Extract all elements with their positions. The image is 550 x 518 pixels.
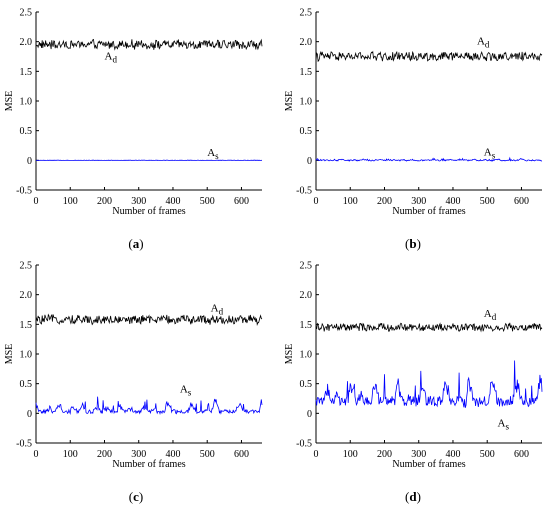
series-label-as: As [180,384,192,398]
x-tick-label: 200 [377,449,392,460]
y-tick-label: 1.5 [300,67,313,78]
series-label-ad: Ad [484,308,497,322]
x-tick-label: 500 [200,449,215,460]
x-tick-label: 100 [63,196,78,207]
panel-caption: (a) [128,236,143,251]
y-tick-label: 1.5 [20,320,33,331]
panel-caption: (d) [405,489,421,504]
series-label-as: As [484,147,496,161]
series-line-ad [315,322,543,333]
y-tick-label: 2.0 [20,290,33,301]
y-axis-label: MSE [4,344,15,365]
x-tick-label: 400 [165,196,180,207]
x-tick-label: 600 [514,449,529,460]
series-line-as [35,396,263,416]
x-axis-label: Number of frames [392,206,465,217]
y-tick-label: 0.5 [20,379,33,390]
y-tick-label: -0.5 [16,439,32,450]
x-tick-label: 600 [234,449,249,460]
y-tick-label: 0 [27,156,32,167]
x-tick-label: 0 [314,449,319,460]
x-tick-label: 400 [165,449,180,460]
y-tick-label: 2.5 [20,261,33,272]
y-axis-label: MSE [284,344,295,365]
x-tick-label: 500 [200,196,215,207]
y-tick-label: 2.0 [300,290,313,301]
y-tick-label: 1.5 [300,320,313,331]
x-tick-label: 300 [411,449,426,460]
x-tick-label: 100 [63,449,78,460]
x-tick-label: 300 [131,196,146,207]
x-tick-label: 400 [445,196,460,207]
x-tick-label: 500 [480,449,495,460]
series-label-ad: Ad [104,50,117,64]
x-axis-label: Number of frames [112,459,185,470]
series-label-ad: Ad [477,36,490,50]
series-label-as: As [207,147,219,161]
y-axis-label: MSE [284,91,295,112]
x-tick-label: 300 [131,449,146,460]
series-line-ad [35,38,263,51]
y-tick-label: 0.5 [300,126,313,137]
series-line-ad [35,313,263,326]
y-tick-label: 2.5 [300,261,313,272]
chart-panel-a: -0.500.51.01.52.02.50 100 200 300 400 500 600N… [4,8,263,251]
x-tick-label: 400 [445,449,460,460]
x-axis-label: Number of frames [112,206,185,217]
y-tick-label: 2.5 [300,8,313,19]
y-tick-label: 2.0 [20,37,33,48]
y-tick-label: 1.5 [20,67,33,78]
x-tick-label: 100 [343,196,358,207]
x-tick-label: 600 [514,196,529,207]
series-label-ad: Ad [211,302,224,316]
x-tick-label: 200 [97,196,112,207]
x-tick-label: 200 [377,196,392,207]
panel-caption: (b) [405,236,421,251]
y-tick-label: 2.5 [20,8,33,19]
panel-caption: (c) [129,489,143,504]
y-tick-label: -0.5 [296,439,312,450]
x-tick-label: 100 [343,449,358,460]
x-tick-label: 200 [97,449,112,460]
y-tick-label: 0 [307,409,312,420]
x-tick-label: 600 [234,196,249,207]
x-tick-label: 0 [314,196,319,207]
x-tick-label: 500 [480,196,495,207]
x-tick-label: 300 [411,196,426,207]
series-line-as [315,156,543,162]
x-tick-label: 0 [34,196,39,207]
y-tick-label: 1.0 [20,97,33,108]
y-tick-label: -0.5 [296,186,312,197]
x-tick-label: 0 [34,449,39,460]
y-tick-label: 1.0 [300,350,313,361]
y-tick-label: 0 [27,409,32,420]
chart-panel-d: -0.500.51.01.52.02.50 100 200 300 400 500 600N… [284,261,543,504]
y-tick-label: 0 [307,156,312,167]
series-line-ad [315,50,543,63]
chart-panel-b: -0.500.51.01.52.02.50 100 200 300 400 500 600N… [284,8,543,251]
y-tick-label: 2.0 [300,37,313,48]
y-tick-label: 1.0 [20,350,33,361]
x-axis-label: Number of frames [392,459,465,470]
y-tick-label: -0.5 [16,186,32,197]
series-line-as [315,360,543,408]
chart-panel-c: -0.500.51.01.52.02.50 100 200 300 400 500 600N… [4,261,263,504]
y-tick-label: 0.5 [20,126,33,137]
series-label-as: As [497,417,509,431]
y-tick-label: 1.0 [300,97,313,108]
y-tick-label: 0.5 [300,379,313,390]
y-axis-label: MSE [4,91,15,112]
